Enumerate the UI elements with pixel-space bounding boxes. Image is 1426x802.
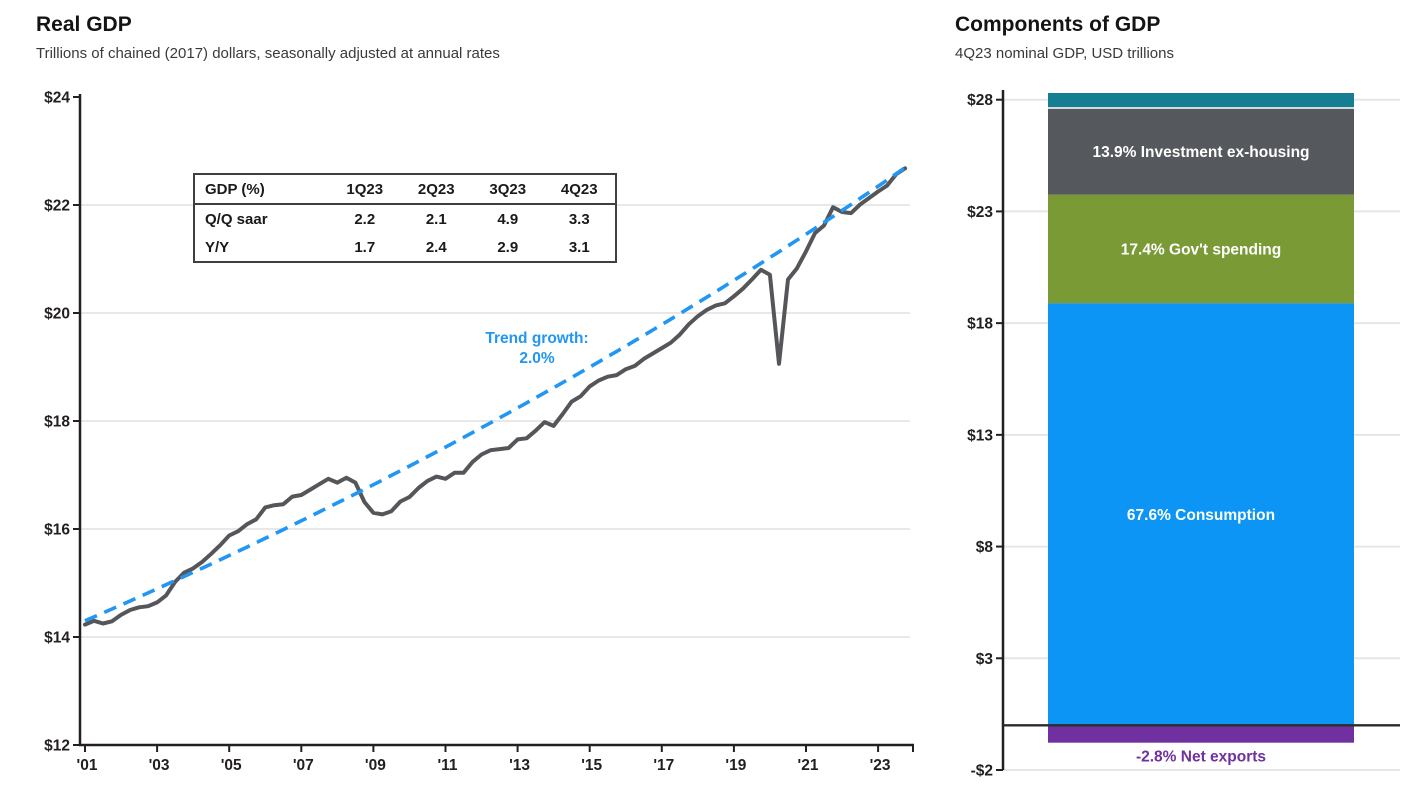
real-gdp-line (83, 166, 908, 627)
table-header-row: GDP (%) 1Q23 2Q23 3Q23 4Q23 (195, 175, 615, 204)
x-axis-tick-label: '21 (798, 757, 819, 774)
table-cell: 2.2 (354, 210, 376, 228)
y-axis-tick-label: $12 (44, 738, 70, 755)
y-axis-tick-label: $24 (44, 90, 70, 107)
x-axis-tick-label: '19 (725, 757, 746, 774)
table-header-1q23: 1Q23 (346, 180, 384, 198)
x-axis-tick-label: '13 (509, 757, 530, 774)
bar-segment-net-exports (1048, 725, 1354, 743)
table-header-3q23: 3Q23 (489, 180, 527, 198)
y-axis-tick-label: $3 (976, 651, 994, 668)
table-row-qq-saar: Q/Q saar 2.2 2.1 4.9 3.3 (195, 204, 615, 233)
segment-label-net-exports: -2.8% Net exports (1136, 749, 1266, 766)
y-axis-tick-label: $22 (44, 198, 70, 215)
table-row-label: Y/Y (205, 238, 230, 256)
x-axis-tick-label: '01 (77, 757, 98, 774)
table-cell: 1.7 (354, 238, 376, 256)
y-axis-tick-label: $13 (967, 427, 993, 444)
table-cell: 4.9 (497, 210, 519, 228)
left-chart-subtitle: Trillions of chained (2017) dollars, sea… (36, 45, 500, 62)
right-chart-subtitle: 4Q23 nominal GDP, USD trillions (955, 45, 1174, 62)
x-axis-tick-label: '15 (581, 757, 602, 774)
bar-segment-investment-ex-housing (1048, 108, 1354, 195)
x-axis-tick-label: '03 (149, 757, 170, 774)
y-axis-tick-label: $14 (44, 630, 70, 647)
x-axis-tick-label: '09 (365, 757, 386, 774)
x-axis-tick-label: '07 (293, 757, 314, 774)
table-row-label: Q/Q saar (205, 210, 268, 228)
segment-label-govt-spending: 17.4% Gov't spending (1121, 242, 1281, 259)
y-axis-tick-label: $28 (967, 92, 993, 109)
bar-segment-consumption (1048, 303, 1354, 726)
table-header-gdp-pct: GDP (%) (205, 180, 265, 198)
table-cell: 2.1 (425, 210, 447, 228)
right-chart-title: Components of GDP (955, 13, 1161, 36)
segment-label-investment-ex-housing: 13.9% Investment ex-housing (1092, 144, 1309, 161)
trend-growth-line (84, 166, 907, 623)
y-axis-tick-label: -$2 (971, 763, 993, 780)
x-axis-tick-label: '11 (437, 757, 457, 774)
x-axis-tick-label: '05 (221, 757, 242, 774)
x-axis-tick-label: '23 (870, 757, 891, 774)
y-axis-tick-label: $8 (976, 539, 994, 556)
trend-growth-annotation: Trend growth: 2.0% (452, 329, 622, 369)
table-cell: 3.1 (568, 238, 590, 256)
gdp-growth-table: GDP (%) 1Q23 2Q23 3Q23 4Q23 Q/Q saar 2.2… (193, 173, 617, 263)
table-header-2q23: 2Q23 (417, 180, 455, 198)
trend-growth-text: Trend growth: (485, 330, 589, 347)
bar-segment-govt-spending (1048, 194, 1354, 304)
y-axis-tick-label: $16 (44, 522, 70, 539)
segment-label-consumption: 67.6% Consumption (1127, 507, 1275, 524)
table-header-4q23: 4Q23 (560, 180, 598, 198)
table-cell: 3.3 (568, 210, 590, 228)
table-cell: 2.9 (497, 238, 519, 256)
left-chart-title: Real GDP (36, 13, 132, 36)
bar-segment-housing (1048, 93, 1354, 108)
x-axis-tick-label: '17 (653, 757, 674, 774)
y-axis-tick-label: $18 (967, 316, 993, 333)
y-axis-tick-label: $23 (967, 204, 993, 221)
trend-growth-value: 2.0% (519, 350, 555, 367)
y-axis-tick-label: $20 (44, 306, 70, 323)
y-axis-tick-label: $18 (44, 414, 70, 431)
table-row-yy: Y/Y 1.7 2.4 2.9 3.1 (195, 233, 615, 261)
table-cell: 2.4 (425, 238, 447, 256)
